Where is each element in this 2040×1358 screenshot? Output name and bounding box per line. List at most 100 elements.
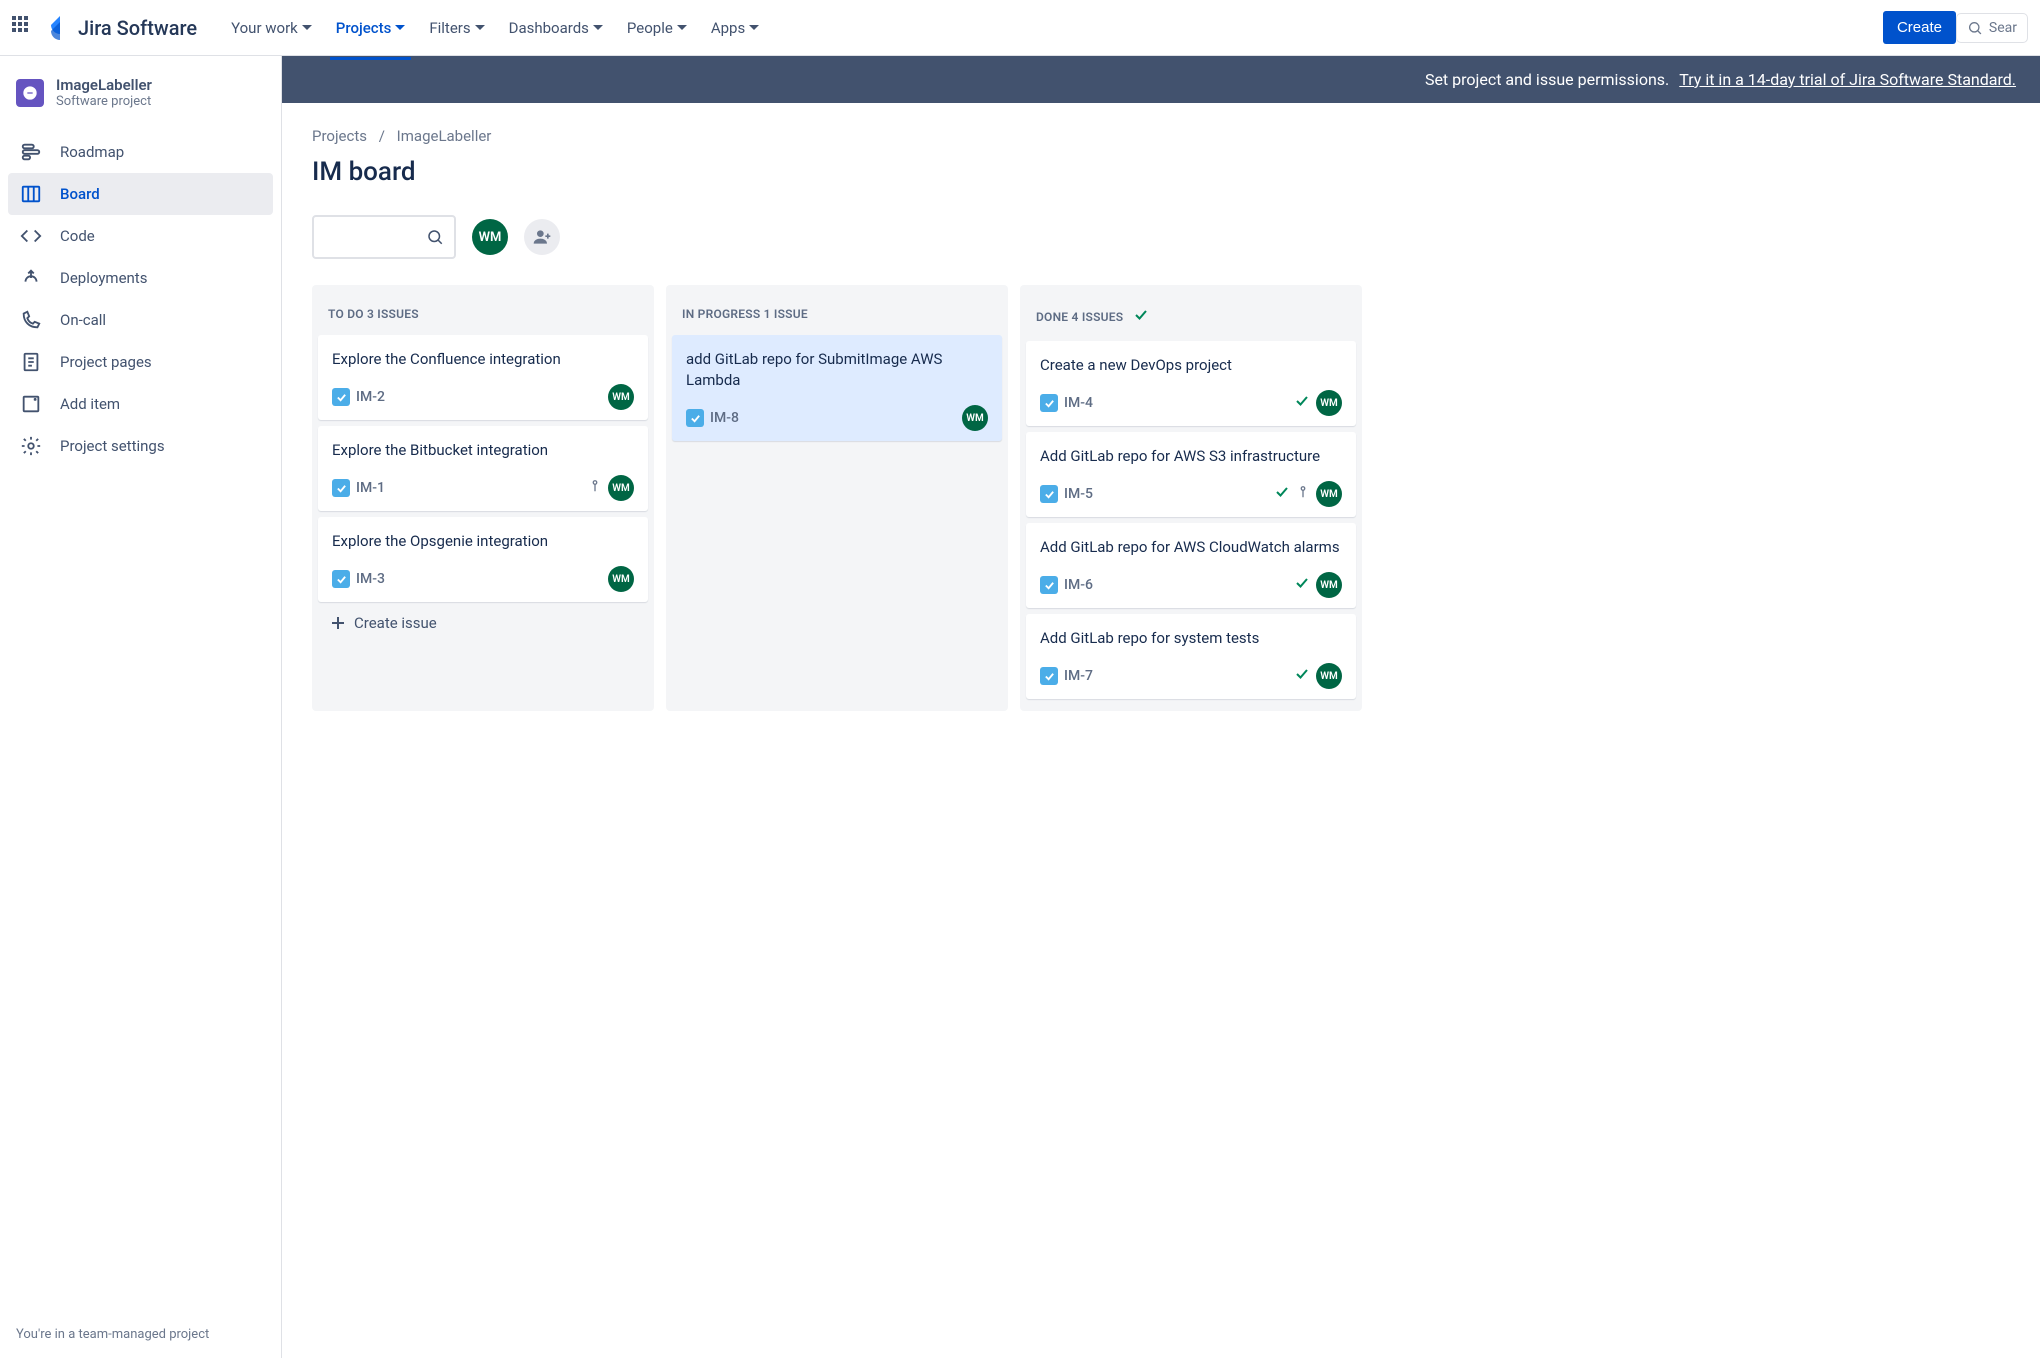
nav-item-dashboards[interactable]: Dashboards	[499, 13, 613, 43]
issue-title: Explore the Opsgenie integration	[332, 531, 634, 552]
nav-item-people[interactable]: People	[617, 13, 697, 43]
breadcrumb-separator: /	[379, 127, 385, 145]
assignee-avatar[interactable]: WM	[608, 566, 634, 592]
task-type-icon	[332, 479, 350, 497]
issue-card[interactable]: add GitLab repo for SubmitImage AWS Lamb…	[672, 335, 1002, 441]
top-navigation: Jira Software Your workProjectsFiltersDa…	[0, 0, 2040, 56]
product-name: Jira Software	[78, 16, 197, 40]
board-search-input[interactable]	[312, 215, 456, 259]
issue-card[interactable]: Add GitLab repo for system tests IM-7 WM	[1026, 614, 1356, 699]
issue-card[interactable]: Add GitLab repo for AWS CloudWatch alarm…	[1026, 523, 1356, 608]
issue-key: IM-7	[1064, 668, 1093, 684]
roadmap-icon	[20, 141, 44, 163]
sidebar-item-add-item[interactable]: Add item	[8, 383, 273, 425]
issue-card[interactable]: Explore the Confluence integration IM-2 WM	[318, 335, 648, 420]
filter-row: WM	[312, 215, 2010, 259]
issue-title: Add GitLab repo for AWS S3 infrastructur…	[1040, 446, 1342, 467]
issue-card[interactable]: Explore the Bitbucket integrationIM-1WM	[318, 426, 648, 511]
sidebar-item-deployments[interactable]: Deployments	[8, 257, 273, 299]
create-issue-button[interactable]: Create issue	[318, 602, 648, 636]
done-check-icon	[1133, 307, 1149, 327]
issue-title: Explore the Confluence integration	[332, 349, 634, 370]
issue-title: Add GitLab repo for AWS CloudWatch alarm…	[1040, 537, 1342, 558]
done-icon	[1294, 666, 1310, 687]
sidebar-item-board[interactable]: Board	[8, 173, 273, 215]
column-header: TO DO 3 ISSUES	[318, 297, 648, 335]
sidebar-footer: You're in a team-managed project	[0, 1311, 281, 1358]
sidebar-item-on-call[interactable]: On-call	[8, 299, 273, 341]
jira-icon	[48, 16, 72, 40]
board-column: IN PROGRESS 1 ISSUE add GitLab repo for S…	[666, 285, 1008, 711]
task-type-icon	[1040, 394, 1058, 412]
pages-icon	[20, 351, 44, 373]
issue-key: IM-2	[356, 389, 385, 405]
issue-title: Create a new DevOps project	[1040, 355, 1342, 376]
issue-key: IM-5	[1064, 486, 1093, 502]
nav-item-apps[interactable]: Apps	[701, 13, 769, 43]
plus-icon	[330, 615, 346, 631]
create-button[interactable]: Create	[1883, 11, 1956, 44]
project-header[interactable]: ImageLabeller Software project	[0, 76, 281, 127]
nav-items: Your workProjectsFiltersDashboardsPeople…	[221, 13, 1871, 43]
breadcrumb: Projects / ImageLabeller	[312, 127, 2010, 145]
done-icon	[1274, 484, 1290, 505]
nav-item-filters[interactable]: Filters	[419, 13, 494, 43]
issue-key: IM-4	[1064, 395, 1093, 411]
done-icon	[1294, 393, 1310, 414]
app-switcher-icon[interactable]	[12, 16, 36, 40]
project-type: Software project	[56, 94, 152, 109]
sidebar-items: RoadmapBoardCodeDeploymentsOn-callProjec…	[0, 127, 281, 467]
add-icon	[20, 393, 44, 415]
nav-item-projects[interactable]: Projects	[326, 13, 416, 43]
task-type-icon	[1040, 485, 1058, 503]
nav-item-your-work[interactable]: Your work	[221, 13, 322, 43]
issue-key: IM-6	[1064, 577, 1093, 593]
sidebar-item-project-pages[interactable]: Project pages	[8, 341, 273, 383]
assignee-avatar[interactable]: WM	[1316, 572, 1342, 598]
task-type-icon	[1040, 576, 1058, 594]
deploy-icon	[20, 267, 44, 289]
sidebar-item-roadmap[interactable]: Roadmap	[8, 131, 273, 173]
priority-icon	[1296, 485, 1310, 503]
product-logo[interactable]: Jira Software	[48, 16, 197, 40]
main-content: Set project and issue permissions. Try i…	[282, 56, 2040, 1358]
assignee-avatar[interactable]: WM	[1316, 390, 1342, 416]
add-person-icon	[532, 227, 552, 247]
issue-title: add GitLab repo for SubmitImage AWS Lamb…	[686, 349, 988, 391]
task-type-icon	[332, 570, 350, 588]
issue-card[interactable]: Create a new DevOps project IM-4 WM	[1026, 341, 1356, 426]
column-header: DONE 4 ISSUES	[1026, 297, 1356, 341]
banner-text: Set project and issue permissions.	[1425, 70, 1669, 89]
issue-key: IM-8	[710, 410, 739, 426]
promo-banner: Set project and issue permissions. Try i…	[282, 56, 2040, 103]
sidebar-item-code[interactable]: Code	[8, 215, 273, 257]
project-icon	[16, 79, 44, 107]
add-people-button[interactable]	[524, 219, 560, 255]
assignee-avatar[interactable]: WM	[608, 384, 634, 410]
user-avatar[interactable]: WM	[472, 219, 508, 255]
search-icon	[426, 228, 444, 246]
task-type-icon	[1040, 667, 1058, 685]
issue-key: IM-3	[356, 571, 385, 587]
search-icon	[1967, 20, 1983, 36]
search-input[interactable]: Sear	[1956, 13, 2028, 43]
project-name: ImageLabeller	[56, 76, 152, 94]
priority-icon	[588, 479, 602, 497]
breadcrumb-current[interactable]: ImageLabeller	[397, 127, 492, 145]
assignee-avatar[interactable]: WM	[1316, 481, 1342, 507]
issue-card[interactable]: Add GitLab repo for AWS S3 infrastructur…	[1026, 432, 1356, 517]
issue-key: IM-1	[356, 480, 385, 496]
breadcrumb-root[interactable]: Projects	[312, 127, 367, 145]
assignee-avatar[interactable]: WM	[962, 405, 988, 431]
search-placeholder: Sear	[1989, 20, 2017, 36]
issue-card[interactable]: Explore the Opsgenie integration IM-3 WM	[318, 517, 648, 602]
banner-link[interactable]: Try it in a 14-day trial of Jira Softwar…	[1679, 70, 2016, 89]
issue-title: Add GitLab repo for system tests	[1040, 628, 1342, 649]
kanban-board: TO DO 3 ISSUESExplore the Confluence int…	[312, 285, 2010, 711]
assignee-avatar[interactable]: WM	[608, 475, 634, 501]
assignee-avatar[interactable]: WM	[1316, 663, 1342, 689]
done-icon	[1294, 575, 1310, 596]
settings-icon	[20, 435, 44, 457]
sidebar-item-project-settings[interactable]: Project settings	[8, 425, 273, 467]
column-header: IN PROGRESS 1 ISSUE	[672, 297, 1002, 335]
